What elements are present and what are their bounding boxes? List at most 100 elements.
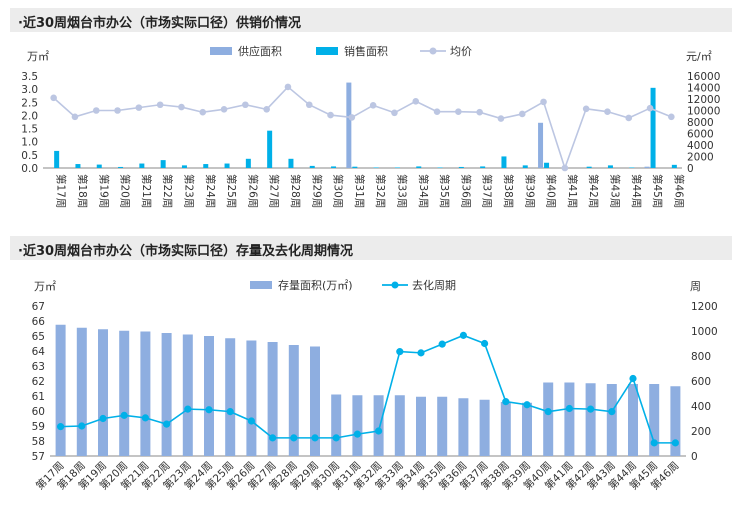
bar-primary <box>644 166 650 168</box>
series-point <box>565 404 574 413</box>
series-point <box>205 406 213 414</box>
bar-primary <box>140 331 151 456</box>
series-point <box>220 106 228 113</box>
left-tick-label: 61 <box>32 391 45 403</box>
stock-absorption-panel: ·近30周烟台市办公（市场实际口径）存量及去化周期情况 万㎡ 周 57 58 59 60 6… <box>10 236 732 522</box>
series-point <box>348 114 356 121</box>
series-point <box>226 408 234 416</box>
left-axis-unit: 万㎡ <box>27 50 49 63</box>
left-axis-unit: 万㎡ <box>34 280 56 293</box>
series-point <box>375 427 383 435</box>
series-point <box>417 349 425 357</box>
right-tick-label: 16000 <box>687 71 720 83</box>
series-point <box>481 339 489 348</box>
x-tick-label: 第19周 <box>97 174 110 208</box>
left-tick-label: 64 <box>32 346 46 358</box>
series-point <box>412 98 420 105</box>
series-point <box>50 94 57 102</box>
legend-swatch <box>250 281 272 289</box>
bar-primary <box>352 395 363 456</box>
right-tick-label: 600 <box>691 376 711 388</box>
bar-secondary <box>586 166 592 168</box>
x-tick-label: 第22周 <box>161 174 174 208</box>
series-point <box>650 439 658 447</box>
bar-secondary <box>480 166 486 168</box>
bar-secondary <box>54 150 60 168</box>
bar-primary <box>98 329 108 456</box>
bar-secondary <box>118 166 124 168</box>
series-point <box>92 107 100 114</box>
x-tick-label: 第25周 <box>225 174 238 208</box>
series-point <box>284 83 292 91</box>
x-tick-label: 第46周 <box>672 174 685 208</box>
supply-sales-price-panel: ·近30周烟台市办公（市场实际口径）供销价情况 万㎡ 元/㎡ 0.0 0.5 1.0 1.… <box>10 8 732 208</box>
panel-header: ·近30周烟台市办公（市场实际口径）存量及去化周期情况 <box>10 236 732 260</box>
bar-secondary <box>671 164 677 168</box>
x-tick-label: 第41周 <box>566 174 579 208</box>
legend-swatch <box>391 281 399 289</box>
bar-primary <box>543 382 554 456</box>
series-point <box>57 423 65 431</box>
bar-primary <box>76 327 87 456</box>
series-point <box>668 113 675 121</box>
bar-primary <box>161 333 172 456</box>
bar-primary <box>538 122 544 168</box>
legend-label: 供应面积 <box>238 44 282 58</box>
bar-secondary <box>203 164 209 168</box>
left-tick-label: 66 <box>32 316 46 328</box>
series-point <box>369 102 377 109</box>
x-tick-label: 第30周 <box>332 174 345 208</box>
x-tick-label: 第36周 <box>459 174 472 208</box>
bar-primary <box>373 395 384 456</box>
series-point <box>141 414 149 422</box>
bar-secondary <box>309 165 315 168</box>
bar-secondary <box>96 164 102 168</box>
series-point <box>502 398 510 406</box>
chart-title: ·近30周烟台市办公（市场实际口径）存量及去化周期情况 <box>18 244 354 259</box>
right-tick-label: 0 <box>691 451 698 463</box>
left-tick-label: 65 <box>32 331 45 343</box>
series-point <box>71 113 79 121</box>
series-point <box>455 108 462 115</box>
series-point <box>608 408 616 416</box>
right-tick-label: 1200 <box>691 301 718 313</box>
bar-secondary <box>650 87 656 168</box>
x-tick-label: 第39周 <box>523 174 536 208</box>
series-point <box>587 405 595 413</box>
bar-primary <box>479 399 490 456</box>
bar-primary <box>606 384 617 456</box>
bar-primary <box>416 396 426 456</box>
bar-secondary <box>160 160 166 168</box>
legend-label: 销售面积 <box>344 44 388 58</box>
x-tick-label: 第40周 <box>545 174 558 208</box>
series-point <box>120 411 128 419</box>
bar-primary <box>310 346 320 456</box>
series-point <box>332 434 340 442</box>
bar-secondary <box>607 165 613 168</box>
left-tick-label: 0.5 <box>21 150 38 162</box>
bar-secondary <box>75 164 81 168</box>
bar-secondary <box>267 130 273 168</box>
bar-secondary <box>544 162 550 168</box>
series-point <box>396 348 404 356</box>
left-tick-label: 63 <box>32 361 45 373</box>
series-line <box>60 334 676 444</box>
bar-primary <box>55 324 66 456</box>
x-tick-label: 第18周 <box>76 174 89 208</box>
bar-primary <box>119 330 130 456</box>
stock-absorption-chart: 万㎡ 周 57 58 59 60 61 62 63 64 65 66 67 0 200 400 600 800 10… <box>32 278 718 492</box>
series-point <box>305 101 313 109</box>
bar-secondary <box>501 156 507 168</box>
bar-secondary <box>437 167 443 168</box>
bar-primary <box>225 338 236 456</box>
legend-label: 去化周期 <box>412 278 456 292</box>
series-point <box>476 108 483 116</box>
x-tick-label: 第38周 <box>502 174 515 208</box>
left-tick-label: 57 <box>32 451 45 463</box>
x-tick-label: 第31周 <box>353 174 366 208</box>
x-tick-label: 第44周 <box>630 174 643 208</box>
series-point <box>561 164 569 172</box>
left-tick-label: 2.0 <box>21 110 38 122</box>
bar-primary <box>437 396 448 456</box>
right-tick-label: 6000 <box>687 129 714 141</box>
